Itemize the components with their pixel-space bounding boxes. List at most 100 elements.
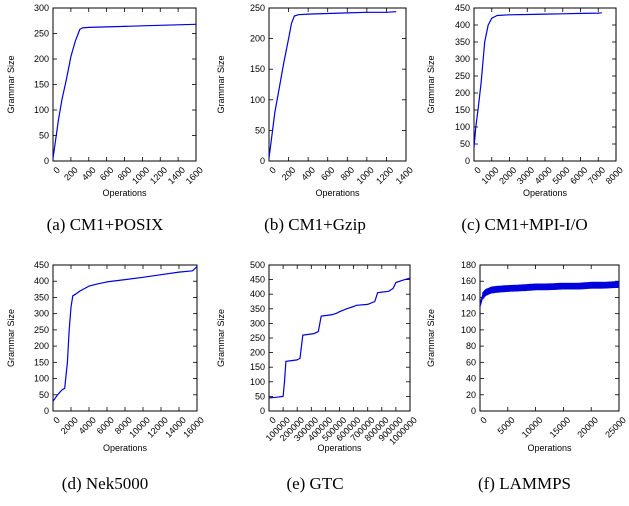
chart-panel: 0 20 40 60 80 100 120 140 160 180 0 5000 10000 15000 2… xyxy=(420,255,629,455)
x-tick-label: 3000 xyxy=(515,165,536,186)
x-tick-label: 6000 xyxy=(95,415,116,436)
x-axis-title: Operations xyxy=(315,188,360,198)
x-axis-title: Operations xyxy=(523,188,568,198)
y-tick-label: 60 xyxy=(466,357,476,367)
x-tick-label: 400 xyxy=(80,165,98,183)
y-tick-label: 20 xyxy=(466,390,476,400)
x-tick-label: 6000 xyxy=(568,165,589,186)
x-tick-label: 600 xyxy=(98,165,116,183)
chart-svg: 0501001502002503003504004505000100000200… xyxy=(216,260,419,453)
y-tick-label: 300 xyxy=(250,318,265,328)
y-tick-label: 0 xyxy=(465,156,470,166)
x-tick-label: 1200 xyxy=(374,165,395,186)
plot-frame xyxy=(268,7,407,162)
y-tick-label: 500 xyxy=(250,260,265,270)
y-tick-label: 100 xyxy=(250,377,265,387)
x-tick-label: 4000 xyxy=(77,415,98,436)
y-tick-label: 400 xyxy=(455,20,470,30)
x-tick-label: 15000 xyxy=(548,415,573,440)
y-tick-label: 50 xyxy=(255,125,265,135)
x-tick-label: 1000 xyxy=(355,165,376,186)
x-tick-label: 4000 xyxy=(533,165,554,186)
y-axis-title: Grammar Size xyxy=(216,309,226,367)
y-tick-label: 100 xyxy=(461,325,476,335)
x-tick-label: 0 xyxy=(478,415,489,426)
x-tick-label: 5000 xyxy=(496,415,517,436)
y-tick-label: 160 xyxy=(461,276,476,286)
y-tick-label: 250 xyxy=(455,71,470,81)
y-tick-label: 250 xyxy=(34,29,49,39)
plot-frame xyxy=(479,264,620,412)
y-tick-label: 200 xyxy=(250,34,265,44)
x-tick-label: 0 xyxy=(51,415,62,426)
y-tick-label: 150 xyxy=(250,362,265,372)
x-tick-label: 20000 xyxy=(575,415,600,440)
x-tick-label: 200 xyxy=(280,165,298,183)
y-tick-label: 300 xyxy=(34,309,49,319)
chart-panel: 0 50 100 150 200 250 300 0 200 400 600 800 1000 1200 1… xyxy=(0,0,210,200)
x-tick-label: 1400 xyxy=(394,165,415,186)
chart-svg: 0501001502002503003504004500100020003000… xyxy=(426,3,625,198)
series-line xyxy=(473,12,602,148)
x-tick-label: 1600 xyxy=(184,165,205,186)
chart-panel: 0 50 100 150 200 250 300 350 400 450 0 2000 4000 6000… xyxy=(0,255,210,455)
y-tick-label: 200 xyxy=(34,54,49,64)
y-tick-label: 150 xyxy=(455,105,470,115)
chart-caption: (b) CM1+Gzip xyxy=(264,215,366,234)
chart-panel: 0 50 100 150 200 250 300 350 400 450 0 1000 2000 3000… xyxy=(420,0,629,200)
y-tick-label: 150 xyxy=(250,64,265,74)
y-axis-title: Grammar Size xyxy=(426,55,436,113)
x-tick-label: 0 xyxy=(51,165,62,176)
y-tick-label: 150 xyxy=(34,80,49,90)
series-line xyxy=(479,281,620,307)
x-axis-title: Operations xyxy=(527,443,572,453)
y-tick-label: 100 xyxy=(455,122,470,132)
x-tick-label: 2000 xyxy=(497,165,518,186)
y-tick-label: 450 xyxy=(34,260,49,270)
y-tick-label: 450 xyxy=(250,275,265,285)
x-tick-label: 1000 xyxy=(130,165,151,186)
y-tick-label: 140 xyxy=(461,292,476,302)
y-tick-label: 40 xyxy=(466,374,476,384)
y-axis-title: Grammar Size xyxy=(216,55,226,113)
chart-panel: 0 50 100 150 200 250 300 350 400 450 500 0 100000 200… xyxy=(210,255,420,455)
y-tick-label: 350 xyxy=(34,292,49,302)
plot-frame xyxy=(473,7,617,162)
y-tick-label: 250 xyxy=(250,333,265,343)
x-tick-label: 0 xyxy=(267,415,278,426)
x-axis-title: Operations xyxy=(317,443,362,453)
series-line xyxy=(268,11,397,158)
x-tick-label: 2000 xyxy=(59,415,80,436)
x-tick-label: 1000 xyxy=(479,165,500,186)
y-tick-label: 300 xyxy=(455,54,470,64)
x-tick-label: 8000 xyxy=(604,165,625,186)
x-tick-label: 600 xyxy=(319,165,337,183)
x-tick-label: 400 xyxy=(299,165,317,183)
y-tick-label: 0 xyxy=(260,406,265,416)
y-tick-label: 50 xyxy=(39,390,49,400)
x-tick-label: 16000 xyxy=(181,415,206,440)
y-tick-label: 0 xyxy=(471,406,476,416)
y-tick-label: 100 xyxy=(250,95,265,105)
y-tick-label: 400 xyxy=(250,289,265,299)
y-axis-title: Grammar Size xyxy=(426,309,436,367)
chart-caption: (c) CM1+MPI-I/O xyxy=(461,215,588,234)
y-axis-title: Grammar Size xyxy=(6,309,16,367)
chart-caption: (e) GTC xyxy=(286,474,344,493)
series-line xyxy=(52,266,198,402)
y-tick-label: 100 xyxy=(34,374,49,384)
x-tick-label: 5000 xyxy=(550,165,571,186)
y-tick-label: 50 xyxy=(255,391,265,401)
y-tick-label: 350 xyxy=(250,304,265,314)
y-tick-label: 100 xyxy=(34,105,49,115)
x-tick-label: 200 xyxy=(62,165,80,183)
y-tick-label: 0 xyxy=(44,406,49,416)
y-tick-label: 50 xyxy=(39,131,49,141)
y-tick-label: 300 xyxy=(34,3,49,13)
y-tick-label: 180 xyxy=(461,260,476,270)
series-line xyxy=(268,277,411,399)
y-tick-label: 200 xyxy=(250,348,265,358)
